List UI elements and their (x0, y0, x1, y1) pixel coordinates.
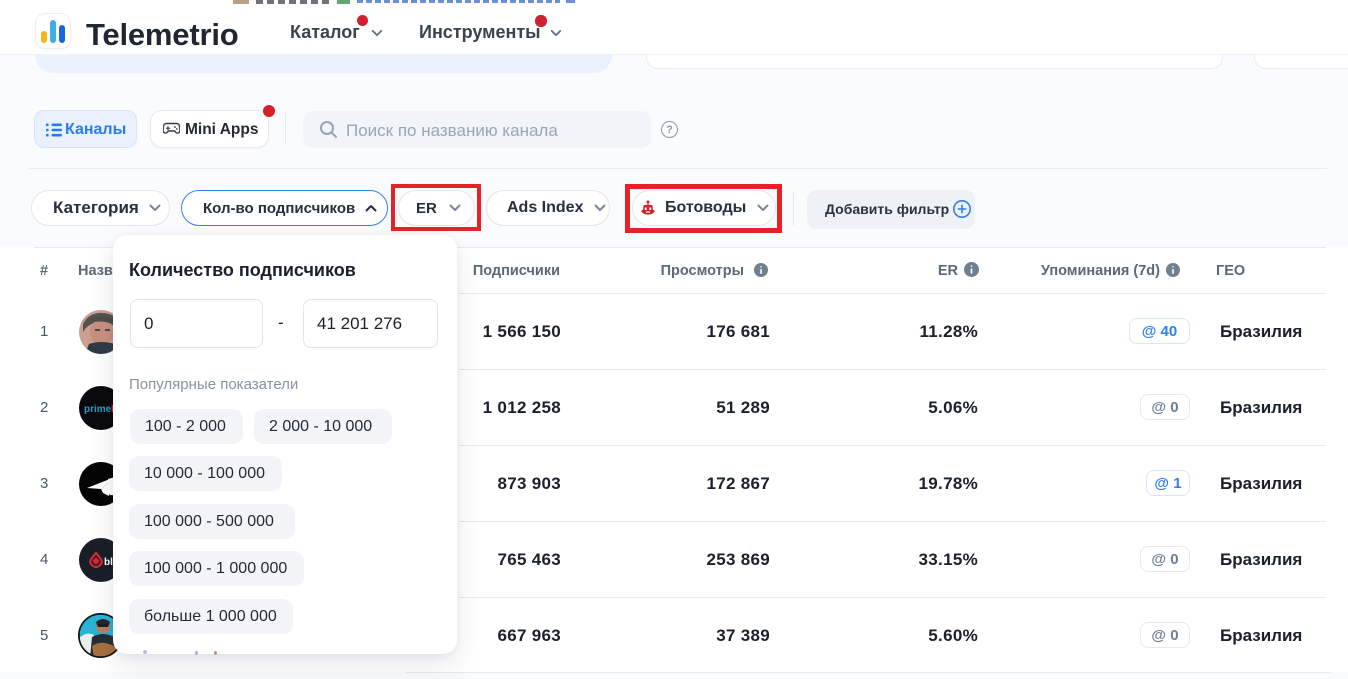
svg-text:bla: bla (104, 557, 119, 568)
svg-text:prime: prime (84, 404, 112, 415)
